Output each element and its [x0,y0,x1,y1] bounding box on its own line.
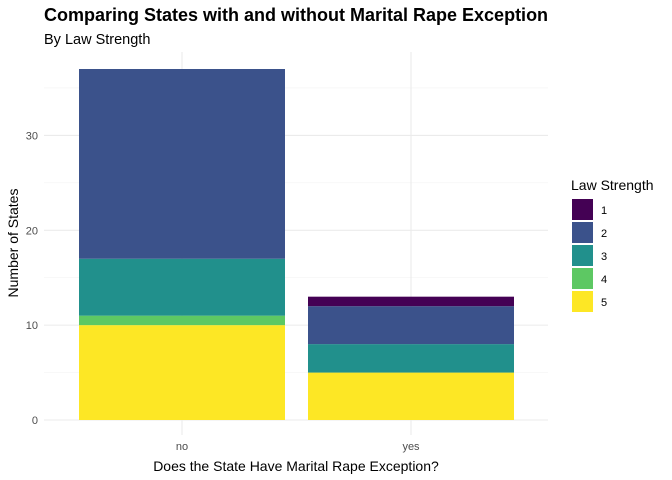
legend-key-2 [572,222,593,243]
bar-yes-strength-3 [308,344,514,373]
legend-key-5 [572,291,593,312]
x-axis-ticks: no yes [176,441,420,453]
legend: Law Strength 1 2 3 4 5 [571,177,654,312]
x-axis-title: Does the State Have Marital Rape Excepti… [153,458,439,474]
x-tick-label-no: no [176,441,188,453]
legend-label-5: 5 [601,297,607,309]
legend-key-1 [572,199,593,220]
y-axis-ticks: 0 10 20 30 [26,130,38,427]
bar-yes-strength-5 [308,372,514,420]
chart-subtitle: By Law Strength [44,32,150,48]
bar-yes-strength-2 [308,306,514,345]
legend-title: Law Strength [571,177,654,193]
y-tick-label: 0 [32,415,38,427]
y-tick-label: 20 [26,225,38,237]
legend-label-4: 4 [601,274,607,286]
bar-yes-strength-1 [308,296,514,307]
bar-no-strength-2 [79,69,285,259]
y-tick-label: 30 [26,130,38,142]
legend-label-3: 3 [601,251,607,263]
bar-no-strength-4 [79,315,285,326]
y-axis-title: Number of States [5,189,21,298]
bar-no-strength-5 [79,325,285,420]
bar-no-strength-3 [79,258,285,316]
legend-items: 1 2 3 4 5 [572,199,607,312]
bars [79,69,514,420]
y-tick-label: 10 [26,320,38,332]
x-tick-label-yes: yes [402,441,420,453]
legend-label-2: 2 [601,228,607,240]
legend-label-1: 1 [601,205,607,217]
legend-key-4 [572,268,593,289]
plot-area: 0 10 20 30 no yes [26,52,548,453]
chart-title: Comparing States with and without Marita… [44,5,548,25]
legend-key-3 [572,245,593,266]
